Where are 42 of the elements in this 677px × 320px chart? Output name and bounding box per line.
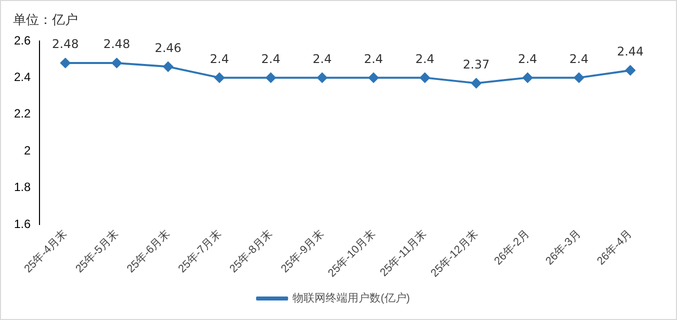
point bbox=[214, 72, 224, 83]
x-tick-label: 26年-2月 bbox=[492, 228, 532, 268]
x-tick-label: 25年-8月末 bbox=[226, 227, 276, 276]
point bbox=[317, 72, 328, 83]
data-label: 2.4 bbox=[261, 52, 280, 66]
data-label: 2.4 bbox=[569, 52, 589, 66]
point bbox=[266, 72, 276, 83]
data-label: 2.4 bbox=[415, 52, 434, 66]
y-tick-label: 2 bbox=[24, 143, 31, 158]
x-tick-label: 26年-4月 bbox=[594, 228, 635, 268]
x-tick-label: 25年-9月末 bbox=[278, 227, 326, 276]
point bbox=[574, 72, 584, 83]
legend-label: 物联网终端用户数(亿户) bbox=[292, 292, 410, 305]
point bbox=[471, 78, 482, 88]
x-tick-label: 25年-11月末 bbox=[377, 227, 430, 280]
x-tick-label: 25年-6月末 bbox=[124, 227, 172, 276]
point bbox=[625, 65, 636, 76]
point bbox=[112, 58, 122, 68]
x-tick-label: 25年-10月末 bbox=[325, 227, 378, 280]
point bbox=[420, 72, 430, 83]
data-label: 2.46 bbox=[154, 40, 182, 55]
data-label: 2.4 bbox=[518, 52, 538, 66]
data-label: 2.48 bbox=[103, 37, 130, 52]
point bbox=[163, 62, 174, 72]
y-tick-label: 2.4 bbox=[14, 70, 31, 84]
y-tick-label: 2.6 bbox=[14, 33, 31, 48]
x-tick-label: 25年-7月末 bbox=[176, 227, 224, 276]
data-label: 2.48 bbox=[52, 37, 79, 52]
point bbox=[60, 58, 70, 68]
data-label: 2.44 bbox=[616, 44, 644, 58]
data-label: 2.4 bbox=[210, 52, 229, 66]
x-tick-label: 26年-3月 bbox=[544, 228, 584, 268]
data-label: 2.4 bbox=[364, 52, 384, 66]
x-tick-label: 25年-12月末 bbox=[428, 227, 481, 280]
data-label: 2.4 bbox=[312, 52, 332, 66]
x-tick-label: 25年-5月末 bbox=[72, 227, 121, 276]
y-tick-label: 2.2 bbox=[14, 106, 31, 121]
data-label: 2.37 bbox=[462, 57, 490, 72]
point bbox=[368, 72, 379, 83]
point bbox=[522, 72, 533, 83]
chart-title: 单位：亿户 bbox=[13, 12, 78, 29]
y-tick-label: 1.8 bbox=[14, 180, 31, 194]
